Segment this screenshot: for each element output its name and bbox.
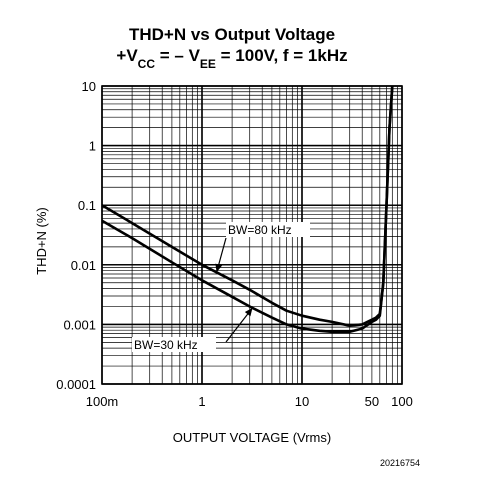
chart-title-line2: +VCC = – VEE = 100V, f = 1kHz [116,46,347,71]
x-axis-label: OUTPUT VOLTAGE (Vrms) [173,430,331,445]
title-vcc-subscript: CC [138,57,156,71]
title-vee-mid: = – V [155,46,201,65]
annotation-arrowhead-bw-80khz [215,263,223,273]
y-tick-label: 0.1 [78,198,96,213]
series-layer [101,85,394,334]
x-tick-label: 10 [295,394,309,409]
x-tick-label: 50 [365,394,379,409]
title-conditions: = 100V, f = 1kHz [216,46,348,65]
annotation-arrowhead-bw-30khz [244,307,253,317]
figure-code: 20216754 [380,458,420,468]
x-tick-label: 1 [198,394,205,409]
series-line-bw-30khz [101,85,394,334]
chart-title-line1: THD+N vs Output Voltage [129,25,335,44]
title-vee-subscript: EE [200,57,216,71]
major-grid [101,85,403,385]
plot-frame [101,85,403,385]
y-tick-label: 0.01 [71,258,96,273]
annotation-bg-bw-30khz [132,337,216,352]
y-tick-label: 10 [82,79,96,94]
x-tick-label: 100m [86,394,119,409]
annotation-bg-bw-80khz [226,222,310,237]
annotation-label-bw-80khz: BW=80 kHz [228,223,292,237]
y-tick-label: 0.001 [63,317,96,332]
y-tick-label: 0.0001 [56,377,96,392]
annotation-label-bw-30khz: BW=30 kHz [134,338,198,352]
x-tick-label: 100 [391,394,413,409]
y-axis-label: THD+N (%) [34,207,49,275]
tick-labels: 100m 1 10 50 100 10 1 0.1 0.01 0.001 0.0001 [56,79,413,409]
title-vcc-prefix: +V [116,46,138,65]
y-tick-label: 1 [89,139,96,154]
annotation-layer: BW=80 kHz BW=30 kHz [132,222,310,352]
